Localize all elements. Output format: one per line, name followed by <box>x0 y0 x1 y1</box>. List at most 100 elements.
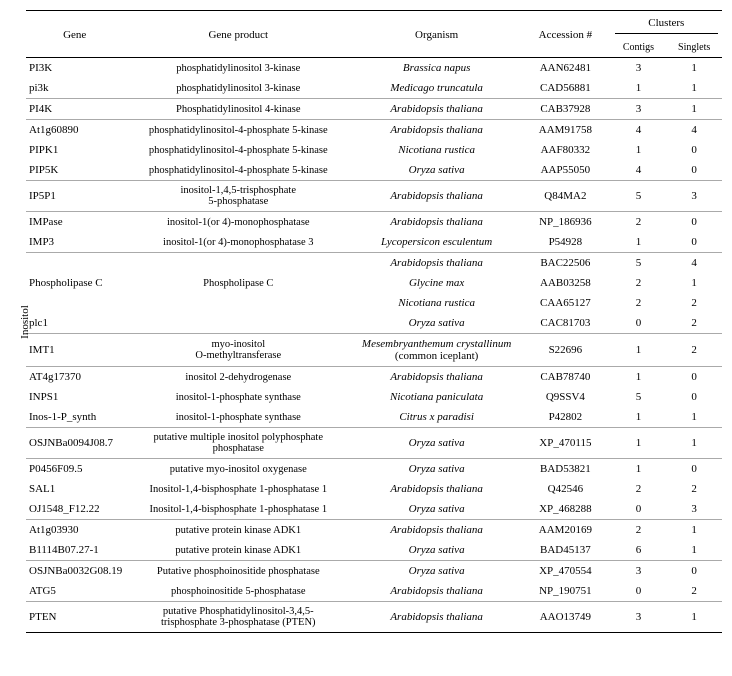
cell-accession: Q9SSV4 <box>520 387 610 407</box>
cell-gene <box>26 293 123 313</box>
cell-singlets: 2 <box>666 313 722 334</box>
cell-gene: PIP5K <box>26 160 123 181</box>
cell-gene: PTEN <box>26 602 123 633</box>
table-container: Inositol Gene Gene product Organism Acce… <box>26 10 722 633</box>
cell-contigs: 5 <box>611 181 667 212</box>
cell-product: Phosphatidylinositol 4-kinase <box>123 99 353 120</box>
cell-contigs: 1 <box>611 459 667 480</box>
cell-contigs: 3 <box>611 58 667 79</box>
cell-organism: Medicago truncatula <box>353 78 520 99</box>
cell-singlets: 1 <box>666 99 722 120</box>
cell-singlets: 0 <box>666 367 722 388</box>
cell-product: inositol-1-phosphate synthase <box>123 407 353 428</box>
cell-organism: Arabidopsis thaliana <box>353 520 520 541</box>
cell-singlets: 0 <box>666 140 722 160</box>
cell-product: phosphatidylinositol 3-kinase <box>123 58 353 79</box>
cell-organism: Oryza sativa <box>353 540 520 561</box>
cell-gene: IP5P1 <box>26 181 123 212</box>
cell-product: putative protein kinase ADK1 <box>123 540 353 561</box>
cell-contigs: 2 <box>611 273 667 293</box>
cell-accession: BAC22506 <box>520 253 610 274</box>
cell-product: inositol-1-phosphate synthase <box>123 387 353 407</box>
cell-organism: Oryza sativa <box>353 428 520 459</box>
cell-product: myo-inositolO-methyltransferase <box>123 334 353 367</box>
cell-singlets: 4 <box>666 120 722 141</box>
col-accession-header: Accession # <box>520 11 610 58</box>
cell-accession: XP_470115 <box>520 428 610 459</box>
cell-contigs: 2 <box>611 212 667 233</box>
cell-organism: Arabidopsis thaliana <box>353 212 520 233</box>
table-row: At1g60890phosphatidylinositol-4-phosphat… <box>26 120 722 141</box>
cell-contigs: 5 <box>611 387 667 407</box>
cell-product: putative protein kinase ADK1 <box>123 520 353 541</box>
cell-singlets: 3 <box>666 499 722 520</box>
table-row: PI4KPhosphatidylinositol 4-kinaseArabido… <box>26 99 722 120</box>
cell-accession: CAD56881 <box>520 78 610 99</box>
cell-accession: AAP55050 <box>520 160 610 181</box>
cell-product: inositol 2-dehydrogenase <box>123 367 353 388</box>
cell-gene: INPS1 <box>26 387 123 407</box>
cell-accession: AAM91758 <box>520 120 610 141</box>
cell-organism: Arabidopsis thaliana <box>353 479 520 499</box>
cell-product: inositol-1,4,5-trisphosphate5-phosphatas… <box>123 181 353 212</box>
cell-gene: pi3k <box>26 78 123 99</box>
cell-contigs: 4 <box>611 120 667 141</box>
cell-contigs: 0 <box>611 581 667 602</box>
cell-gene: P0456F09.5 <box>26 459 123 480</box>
col-gene-header: Gene <box>26 11 123 58</box>
cell-product: phosphatidylinositol-4-phosphate 5-kinas… <box>123 140 353 160</box>
cell-accession: CAB37928 <box>520 99 610 120</box>
cell-accession: AAO13749 <box>520 602 610 633</box>
cell-organism: Arabidopsis thaliana <box>353 181 520 212</box>
cell-organism: Arabidopsis thaliana <box>353 367 520 388</box>
table-row: OSJNBa0032G08.19Putative phosphoinositid… <box>26 561 722 582</box>
cell-singlets: 0 <box>666 387 722 407</box>
cell-accession: P42802 <box>520 407 610 428</box>
cell-contigs: 1 <box>611 407 667 428</box>
table-row: ATG5phosphoinositide 5-phosphataseArabid… <box>26 581 722 602</box>
cell-organism: Oryza sativa <box>353 313 520 334</box>
cell-product: putative myo-inositol oxygenase <box>123 459 353 480</box>
cell-accession: AAN62481 <box>520 58 610 79</box>
cell-gene: SAL1 <box>26 479 123 499</box>
cell-contigs: 1 <box>611 367 667 388</box>
table-row: OSJNBa0094J08.7putative multiple inosito… <box>26 428 722 459</box>
table-row: Phospholipase CPhospholipase CGlycine ma… <box>26 273 722 293</box>
table-row: PIP5Kphosphatidylinositol-4-phosphate 5-… <box>26 160 722 181</box>
table-row: IMPaseinositol-1(or 4)-monophosphataseAr… <box>26 212 722 233</box>
cell-product: Phospholipase C <box>123 273 353 293</box>
cell-product: phosphatidylinositol-4-phosphate 5-kinas… <box>123 160 353 181</box>
cell-product <box>123 253 353 274</box>
cell-gene: ATG5 <box>26 581 123 602</box>
cell-organism: Brassica napus <box>353 58 520 79</box>
cell-product: Inositol-1,4-bisphosphate 1-phosphatase … <box>123 499 353 520</box>
cell-contigs: 1 <box>611 140 667 160</box>
cell-singlets: 1 <box>666 428 722 459</box>
cell-product: putative multiple inositol polyphosphate… <box>123 428 353 459</box>
cell-singlets: 1 <box>666 407 722 428</box>
cell-contigs: 4 <box>611 160 667 181</box>
cell-contigs: 6 <box>611 540 667 561</box>
cell-accession: XP_470554 <box>520 561 610 582</box>
cell-gene: At1g60890 <box>26 120 123 141</box>
table-row: Inos-1-P_synthinositol-1-phosphate synth… <box>26 407 722 428</box>
table-row: B1114B07.27-1putative protein kinase ADK… <box>26 540 722 561</box>
table-row: SAL1Inositol-1,4-bisphosphate 1-phosphat… <box>26 479 722 499</box>
table-head: Gene Gene product Organism Accession # C… <box>26 11 722 58</box>
cell-accession: NP_186936 <box>520 212 610 233</box>
cell-gene: B1114B07.27-1 <box>26 540 123 561</box>
gene-table: Gene Gene product Organism Accession # C… <box>26 10 722 633</box>
table-row: IP5P1inositol-1,4,5-trisphosphate5-phosp… <box>26 181 722 212</box>
cell-contigs: 1 <box>611 334 667 367</box>
table-row: OJ1548_F12.22Inositol-1,4-bisphosphate 1… <box>26 499 722 520</box>
cell-contigs: 1 <box>611 428 667 459</box>
col-product-header: Gene product <box>123 11 353 58</box>
cell-singlets: 2 <box>666 479 722 499</box>
cell-singlets: 1 <box>666 520 722 541</box>
cell-organism: Arabidopsis thaliana <box>353 253 520 274</box>
cell-gene: OJ1548_F12.22 <box>26 499 123 520</box>
table-row: pi3kphosphatidylinositol 3-kinaseMedicag… <box>26 78 722 99</box>
cell-product: Inositol-1,4-bisphosphate 1-phosphatase … <box>123 479 353 499</box>
cell-organism: Oryza sativa <box>353 459 520 480</box>
cell-singlets: 2 <box>666 334 722 367</box>
